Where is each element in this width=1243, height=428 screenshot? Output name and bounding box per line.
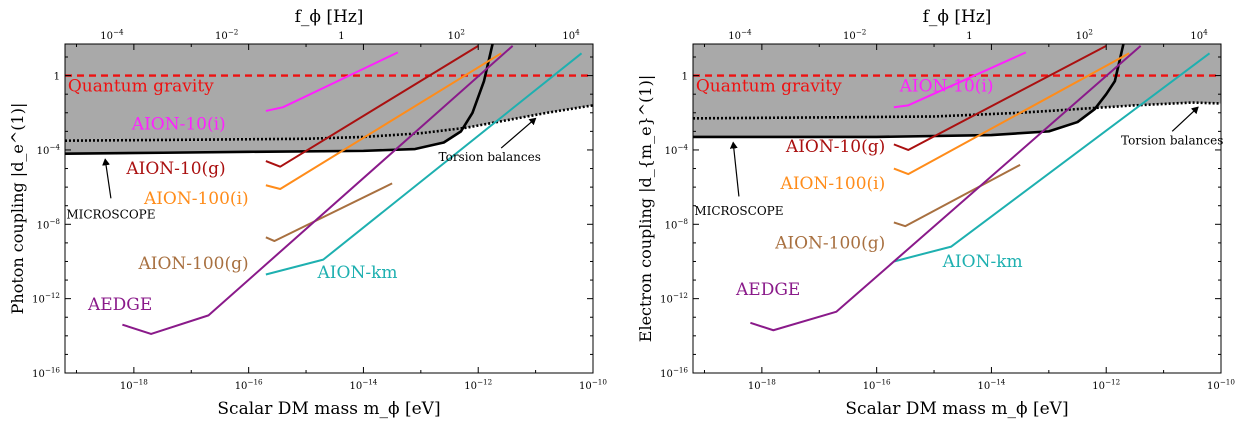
x-tick-label: 10−16: [863, 378, 891, 393]
photon-series-torsion-balances: [65, 104, 593, 142]
y-axis-label: Photon coupling |d_e^(1)|: [8, 103, 27, 315]
x-tick-label: 10−12: [1092, 378, 1120, 393]
photon-label-aion-100-g: AION-100(g): [137, 254, 248, 274]
x-axis-label: Scalar DM mass m_ϕ [eV]: [217, 399, 440, 419]
x-tick-label: 10−10: [1207, 378, 1235, 393]
photon-excluded-region: [65, 44, 593, 154]
photon-series-aion-10-g: [265, 45, 479, 168]
y-tick-label: 10−4: [665, 142, 689, 157]
electron-label-aion-10-g: AION-10(g): [785, 137, 885, 157]
y-tick-label: 10−8: [37, 217, 61, 232]
photon-label-aion-10-g: AION-10(g): [125, 159, 225, 179]
electron-plot-area: [693, 44, 1221, 332]
electron-excluded-region: [693, 44, 1221, 137]
electron-label-aion-100-i: AION-100(i): [780, 174, 886, 194]
y-tick-label: 1: [54, 72, 60, 83]
y-tick-label: 1: [682, 72, 688, 83]
photon-label-aion-100-i: AION-100(i): [143, 189, 249, 209]
x-tick-label: 10−10: [579, 378, 607, 393]
top-tick-label: 10−4: [728, 28, 752, 43]
x-tick-label: 10−14: [977, 378, 1005, 393]
photon-frame: [64, 43, 594, 374]
photon-label-microscope: MICROSCOPE: [66, 208, 155, 222]
top-tick-label: 10−2: [843, 28, 866, 43]
photon-series-microscope: [65, 44, 494, 155]
y-tick-label: 10−12: [660, 291, 688, 306]
photon-panel: 10−18 10−16 10−14 10−12 10−10 10−4 10−2 1 102 104…: [8, 7, 607, 419]
photon-arrow: [102, 158, 112, 199]
photon-series-aedge: [122, 45, 514, 335]
photon-series-aion-100-g: [265, 182, 393, 243]
x-tick-label: 10−16: [235, 378, 263, 393]
photon-series-aion-10-i: [265, 51, 399, 112]
top-tick-label: 10−4: [100, 28, 124, 43]
electron-label-microscope: MICROSCOPE: [694, 204, 783, 218]
y-tick-label: 10−16: [660, 366, 688, 381]
electron-series-torsion-balances: [693, 101, 1221, 120]
electron-series-aion-10-i: [893, 51, 1027, 109]
x-tick-label: 10−12: [464, 378, 492, 393]
electron-panel: 10−18 10−16 10−14 10−12 10−10 10−4 10−2 1 102 104…: [636, 7, 1235, 419]
top-tick-label: 104: [1190, 28, 1208, 43]
y-tick-label: 10−8: [665, 217, 689, 232]
y-tick-label: 10−12: [32, 291, 60, 306]
electron-label-quantum-gravity: Quantum gravity: [696, 76, 842, 96]
top-tick-label: 1: [338, 31, 344, 42]
top-tick-label: 1: [966, 31, 972, 42]
photon-label-aion-10-i: AION-10(i): [131, 115, 226, 135]
photon-label-torsion-balances: Torsion balances: [439, 150, 541, 164]
electron-series-aion-km: [893, 52, 1211, 263]
top-axis-label: f_ϕ [Hz]: [923, 7, 992, 27]
electron-label-aedge: AEDGE: [735, 280, 800, 300]
x-tick-label: 10−18: [748, 378, 776, 393]
electron-frame: [692, 43, 1222, 374]
photon-label-quantum-gravity: Quantum gravity: [68, 76, 214, 96]
x-tick-label: 10−18: [120, 378, 148, 393]
y-tick-label: 10−4: [37, 142, 61, 157]
top-tick-label: 102: [1076, 28, 1093, 43]
y-tick-label: 10−16: [32, 366, 60, 381]
electron-label-aion-100-g: AION-100(g): [774, 233, 885, 253]
electron-series-aedge: [750, 45, 1142, 332]
top-tick-label: 104: [562, 28, 580, 43]
electron-series-aion-100-i: [893, 52, 1130, 176]
electron-arrow: [729, 141, 740, 197]
top-tick-label: 10−2: [215, 28, 238, 43]
photon-arrow: [500, 117, 537, 149]
electron-arrow: [1171, 106, 1199, 132]
photon-plot-area: [65, 44, 593, 335]
top-axis-label: f_ϕ [Hz]: [295, 7, 364, 27]
photon-series-aion-km: [265, 52, 583, 276]
x-axis-label: Scalar DM mass m_ϕ [eV]: [845, 399, 1068, 419]
photon-label-aion-km: AION-km: [317, 263, 398, 283]
top-tick-label: 102: [448, 28, 465, 43]
electron-label-aion-km: AION-km: [942, 252, 1023, 272]
electron-series-aion-10-g: [893, 44, 1107, 151]
x-tick-label: 10−14: [349, 378, 377, 393]
electron-label-torsion-balances: Torsion balances: [1121, 133, 1223, 147]
electron-series-microscope: [693, 44, 1125, 139]
y-axis-label: Electron coupling |d_{m_e}^(1)|: [636, 75, 655, 342]
photon-label-aedge: AEDGE: [87, 295, 152, 315]
photon-series-aion-100-i: [265, 52, 502, 190]
electron-series-aion-100-g: [893, 163, 1021, 228]
electron-label-aion-10-i: AION-10(i): [899, 76, 994, 96]
